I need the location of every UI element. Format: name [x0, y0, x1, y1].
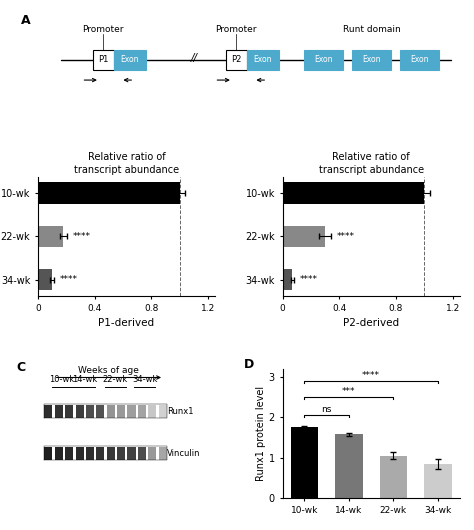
Text: Vinculin: Vinculin [167, 449, 201, 458]
Text: Promoter: Promoter [216, 24, 257, 33]
Text: ****: **** [300, 275, 318, 284]
Bar [65, 404, 73, 418]
Text: ns: ns [321, 405, 332, 414]
Text: D: D [244, 358, 254, 372]
Bar [148, 404, 156, 418]
Bar [352, 50, 391, 70]
Bar [45, 447, 53, 460]
Bar [226, 50, 246, 70]
Bar [75, 404, 83, 418]
Text: P2: P2 [231, 56, 241, 65]
Bar [283, 269, 292, 290]
Text: 22-wk: 22-wk [103, 375, 128, 384]
Bar [148, 447, 156, 460]
Bar [246, 50, 279, 70]
Text: Promoter: Promoter [82, 24, 124, 33]
Bar [128, 447, 136, 460]
Bar [304, 50, 343, 70]
Bar [128, 404, 136, 418]
Bar [283, 226, 325, 247]
Text: Exon: Exon [362, 56, 381, 65]
Text: Exon: Exon [314, 56, 333, 65]
Text: Exon: Exon [254, 56, 272, 65]
X-axis label: P2-derived: P2-derived [343, 318, 399, 328]
Bar [55, 447, 63, 460]
Text: Exon: Exon [410, 56, 429, 65]
Bar [400, 50, 439, 70]
Text: Weeks of age: Weeks of age [78, 366, 139, 375]
Text: 10-wk: 10-wk [50, 375, 75, 384]
Text: Exon: Exon [120, 56, 139, 65]
Bar [380, 456, 407, 498]
Y-axis label: Runx1 protein level: Runx1 protein level [256, 386, 266, 481]
Title: Relative ratio of
transcript abundance: Relative ratio of transcript abundance [319, 152, 424, 175]
Bar [38, 269, 52, 290]
Bar [159, 447, 167, 460]
Bar [86, 447, 94, 460]
Bar [117, 447, 125, 460]
Text: ****: **** [73, 232, 91, 241]
Bar [114, 50, 146, 70]
Text: A: A [21, 14, 31, 27]
Bar [107, 404, 115, 418]
Bar [38, 182, 180, 204]
Bar [138, 404, 146, 418]
Text: ****: **** [337, 232, 355, 241]
Bar [117, 404, 125, 418]
Bar [283, 182, 424, 204]
Bar [75, 447, 83, 460]
Bar [96, 447, 104, 460]
Bar [45, 404, 53, 418]
Bar [291, 427, 318, 498]
Text: C: C [17, 361, 26, 374]
Text: ****: **** [60, 275, 78, 284]
Text: P1: P1 [98, 56, 109, 65]
X-axis label: P1-derived: P1-derived [99, 318, 155, 328]
Bar [55, 404, 63, 418]
Bar [38, 226, 64, 247]
Bar [65, 447, 73, 460]
Text: 34-wk: 34-wk [132, 375, 158, 384]
Text: ***: *** [342, 387, 356, 396]
Bar [96, 404, 104, 418]
Bar [86, 404, 94, 418]
Text: //: // [191, 53, 197, 63]
Bar [138, 447, 146, 460]
Text: Runx1: Runx1 [167, 407, 194, 416]
Title: Relative ratio of
transcript abundance: Relative ratio of transcript abundance [74, 152, 179, 175]
Bar [93, 50, 114, 70]
Bar [107, 447, 115, 460]
Text: Runt domain: Runt domain [343, 24, 401, 33]
Bar [424, 464, 452, 498]
Text: ****: **** [362, 370, 380, 379]
Text: 14-wk: 14-wk [72, 375, 97, 384]
Bar [159, 404, 167, 418]
Bar [335, 434, 363, 498]
